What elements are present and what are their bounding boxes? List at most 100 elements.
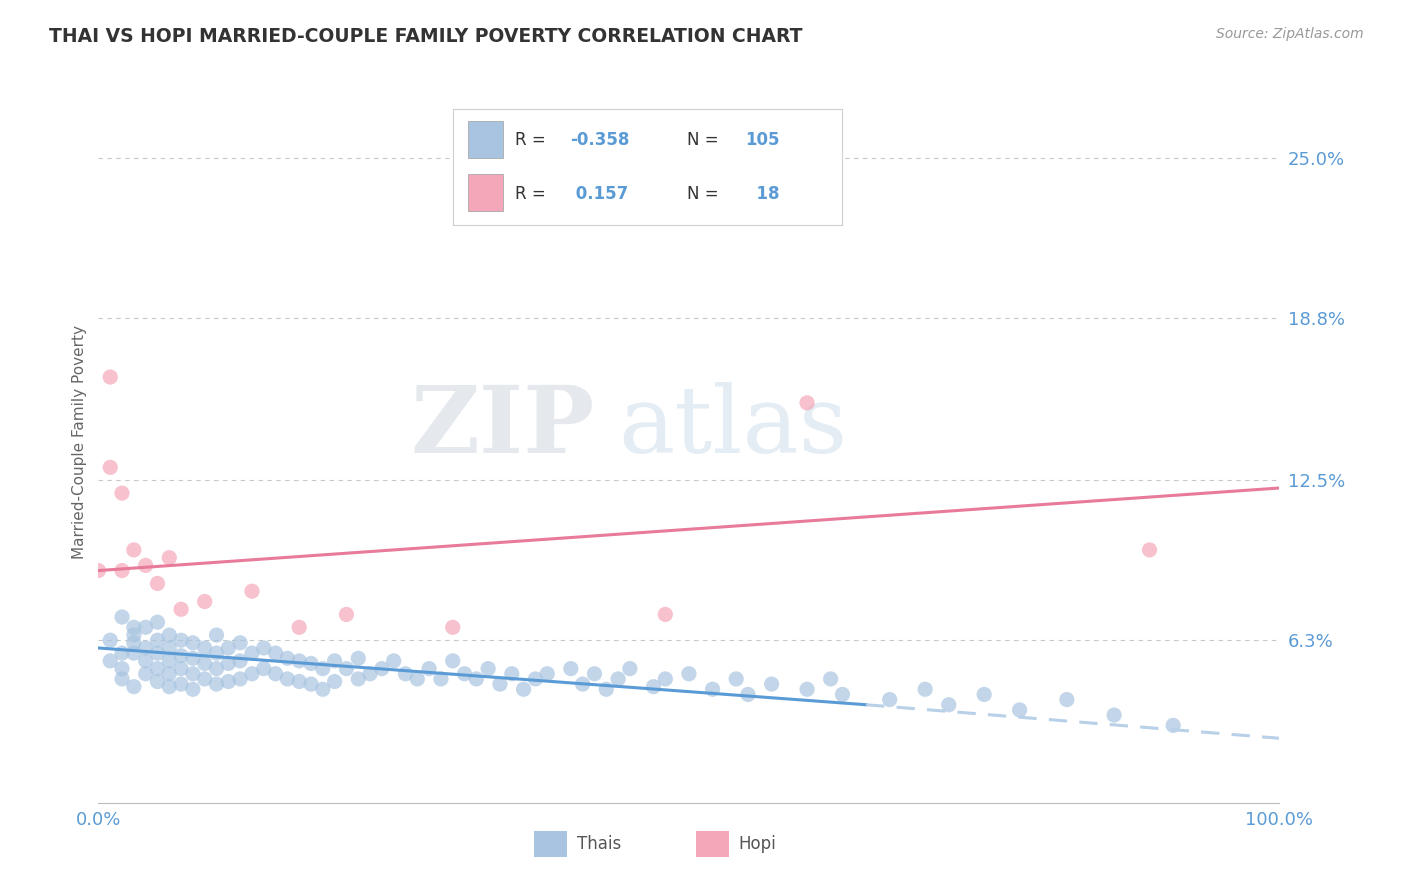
Point [170,677,193,691]
Point [312,682,335,697]
Point [406,672,429,686]
Point [418,662,440,676]
Point [335,607,357,622]
Point [205,628,228,642]
Point [643,680,665,694]
Point [217,674,239,689]
Point [205,677,228,691]
Point [157,628,180,642]
Point [205,646,228,660]
Point [205,662,228,676]
Point [264,666,287,681]
Point [465,672,488,686]
Point [560,662,582,676]
Point [914,682,936,697]
Text: atlas: atlas [619,382,848,472]
Point [170,662,193,676]
Point [194,672,217,686]
Point [654,672,676,686]
Point [430,672,453,686]
Point [240,584,263,599]
Point [170,648,193,663]
Y-axis label: Married-Couple Family Poverty: Married-Couple Family Poverty [72,325,87,558]
Point [181,636,204,650]
Point [973,687,995,701]
Point [111,610,134,624]
Text: Source: ZipAtlas.com: Source: ZipAtlas.com [1216,27,1364,41]
Point [181,682,204,697]
Point [253,662,276,676]
Point [512,682,534,697]
Point [170,602,193,616]
Point [146,662,169,676]
Point [111,564,134,578]
Point [98,654,121,668]
Point [170,633,193,648]
Point [536,666,558,681]
Point [229,654,252,668]
Point [240,646,263,660]
Point [146,633,169,648]
Point [654,607,676,622]
Point [453,666,475,681]
Point [1056,692,1078,706]
Point [181,651,204,665]
Point [217,640,239,655]
Point [299,657,322,671]
Point [323,654,346,668]
Point [276,672,298,686]
Point [135,666,157,681]
Point [229,636,252,650]
Point [253,640,276,655]
Point [288,620,311,634]
Point [229,672,252,686]
Point [240,666,263,681]
Point [264,646,287,660]
Point [194,657,217,671]
Point [122,636,145,650]
Point [98,633,121,648]
Point [157,680,180,694]
Point [607,672,630,686]
Point [831,687,853,701]
Point [194,640,217,655]
Point [146,674,169,689]
Point [288,674,311,689]
Point [1008,703,1031,717]
Point [761,677,783,691]
Point [122,620,145,634]
Point [477,662,499,676]
Point [157,640,180,655]
Point [1102,708,1125,723]
Point [737,687,759,701]
Point [441,654,464,668]
Text: ZIP: ZIP [411,382,595,472]
Point [347,651,370,665]
Point [135,558,157,573]
Point [938,698,960,712]
Point [371,662,394,676]
Point [122,646,145,660]
Point [583,666,606,681]
Point [111,486,134,500]
Point [879,692,901,706]
Point [111,646,134,660]
Point [157,666,180,681]
Point [181,666,204,681]
Point [111,662,134,676]
Point [111,672,134,686]
Point [820,672,842,686]
Point [146,646,169,660]
Point [347,672,370,686]
Point [98,460,121,475]
Point [394,666,416,681]
Point [702,682,724,697]
Point [146,615,169,630]
Point [122,680,145,694]
Point [382,654,405,668]
Point [359,666,381,681]
Point [796,396,818,410]
Point [1161,718,1184,732]
Text: THAI VS HOPI MARRIED-COUPLE FAMILY POVERTY CORRELATION CHART: THAI VS HOPI MARRIED-COUPLE FAMILY POVER… [49,27,803,45]
Point [217,657,239,671]
